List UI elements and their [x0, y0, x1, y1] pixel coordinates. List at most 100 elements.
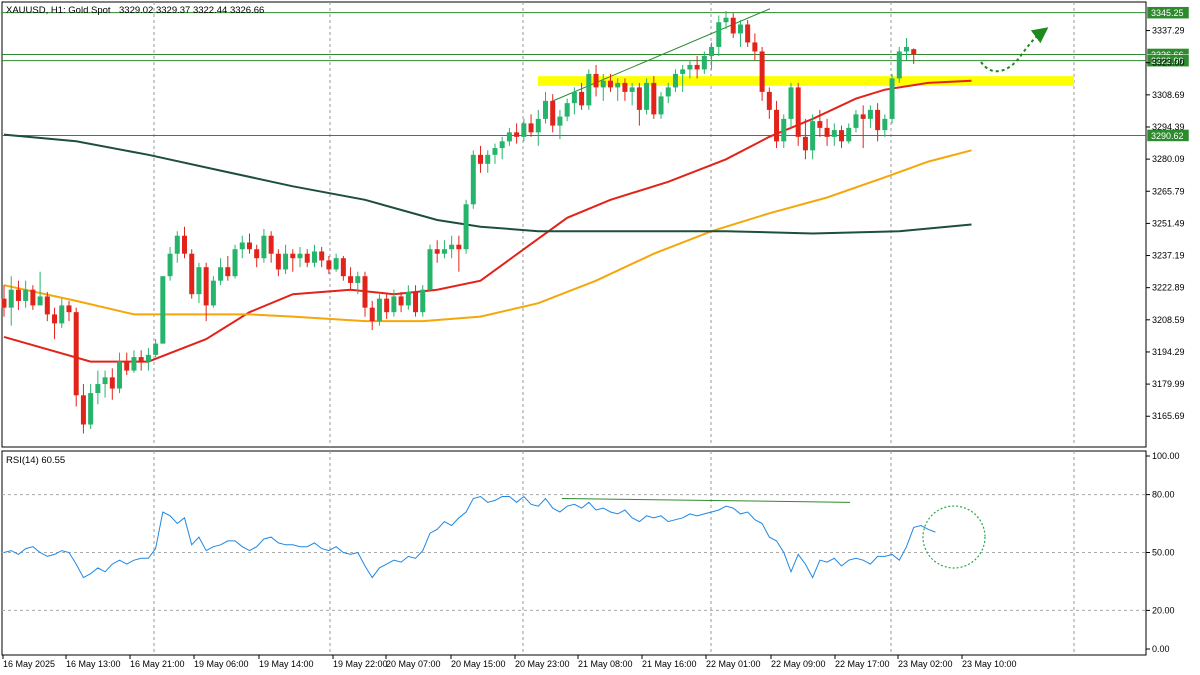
candle-body — [629, 87, 635, 92]
price-tick-label: 3165.69 — [1152, 411, 1185, 421]
candle-body — [218, 267, 224, 281]
candle-body — [723, 17, 729, 23]
chart-header-ohlc: 3329.02 3329.37 3322.44 3326.66 — [119, 5, 264, 16]
candle-body — [853, 114, 859, 128]
candle-body — [687, 64, 693, 70]
candle-body — [355, 276, 361, 283]
candle-body — [658, 96, 664, 115]
projected-arrow — [980, 27, 1049, 73]
candle-body — [867, 109, 873, 119]
time-tick-label: 23 May 10:00 — [962, 659, 1017, 669]
candle-body — [759, 51, 765, 92]
candle-body — [80, 395, 86, 425]
rsi-trendline — [561, 497, 851, 503]
moving-average-line — [3, 149, 972, 323]
candle-body — [680, 69, 686, 74]
candle-body — [246, 242, 252, 250]
candle-body — [138, 357, 144, 362]
candle-body — [413, 291, 419, 313]
price-tick-label: 3179.99 — [1152, 379, 1185, 389]
time-tick-label: 22 May 09:00 — [771, 659, 826, 669]
price-tick-label: 3222.89 — [1152, 283, 1185, 293]
candle-body — [875, 109, 881, 131]
candle-body — [362, 276, 368, 308]
candle-body — [23, 289, 29, 301]
candle-body — [210, 280, 216, 306]
candle-body — [571, 91, 577, 104]
candle-body — [225, 267, 231, 277]
candle-body — [672, 73, 678, 88]
horizontal-levels — [2, 8, 1146, 136]
time-tick-label: 19 May 06:00 — [194, 659, 249, 669]
candle-body — [153, 343, 159, 355]
candle-body — [730, 17, 736, 34]
candle-body — [340, 258, 346, 277]
candle-body — [174, 235, 180, 254]
candle-body — [716, 22, 722, 47]
price-tick-label: 3237.19 — [1152, 251, 1185, 261]
candle-body — [232, 249, 238, 277]
candle-body — [506, 132, 512, 142]
candle-body — [319, 251, 325, 261]
candle-body — [839, 130, 845, 142]
price-tag-box — [1146, 6, 1190, 19]
price-tick-label: 3280.09 — [1152, 154, 1185, 164]
candle-body — [297, 253, 303, 259]
candle-body — [456, 244, 462, 250]
candle-body — [615, 82, 621, 88]
moving-average-line — [3, 79, 972, 363]
candle-body — [66, 305, 72, 313]
candle-body — [543, 100, 548, 119]
candle-body — [514, 132, 520, 137]
candle-body — [665, 87, 671, 97]
candle-body — [254, 249, 260, 259]
candle-body — [333, 258, 339, 270]
candle-body — [904, 46, 909, 52]
time-axis[interactable]: 16 May 2025 16 May 13:00 16 May 21:00 19 Ma… — [2, 655, 1017, 669]
candle-body — [95, 384, 101, 394]
moving-averages — [3, 79, 972, 363]
price-tick-label: 3194.29 — [1152, 347, 1185, 357]
candle-body — [607, 80, 613, 88]
rsi-header: RSI(14) 60.55 — [6, 455, 65, 466]
candle-body — [499, 141, 505, 149]
time-tick-label: 19 May 14:00 — [259, 659, 314, 669]
candle-body — [622, 82, 628, 92]
candle-body — [463, 204, 469, 250]
candle-body — [478, 154, 484, 164]
candle-body — [824, 127, 830, 137]
candle-body — [521, 123, 527, 137]
candle-body — [203, 267, 209, 306]
candle-body — [860, 114, 866, 119]
candle-body — [189, 253, 195, 295]
price-tick-label: 3265.79 — [1152, 186, 1185, 196]
candle-body — [283, 253, 289, 270]
candle-body — [124, 361, 130, 371]
candle-body — [167, 253, 173, 277]
candle-body — [37, 296, 43, 306]
candle-body — [384, 298, 390, 313]
candle-body — [795, 87, 801, 137]
time-tick-label: 21 May 08:00 — [578, 659, 633, 669]
price-tick-label: 3294.39 — [1152, 122, 1185, 132]
candle-body — [701, 55, 707, 70]
candle-body — [535, 118, 541, 133]
candle-body — [102, 377, 108, 385]
time-tick-label: 16 May 13:00 — [66, 659, 121, 669]
price-tag-label: 3323.90 — [1151, 56, 1184, 66]
time-tick-label: 20 May 07:00 — [386, 659, 441, 669]
candle-body — [896, 51, 902, 79]
price-axis[interactable]: 3337.29 3323.00 3308.69 3294.39 3280.09 3265.… — [1146, 26, 1185, 422]
candle-body — [239, 242, 245, 250]
candle-body — [449, 244, 455, 250]
candle-body — [579, 91, 585, 106]
candle-body — [348, 276, 354, 283]
candle-body — [600, 80, 606, 88]
rsi-tick-label: 0.00 — [1152, 644, 1170, 654]
candle-body — [196, 267, 202, 295]
candle-body — [752, 42, 758, 52]
candle-body — [268, 235, 274, 254]
time-tick-label: 16 May 21:00 — [130, 659, 185, 669]
candle-body — [781, 118, 787, 142]
